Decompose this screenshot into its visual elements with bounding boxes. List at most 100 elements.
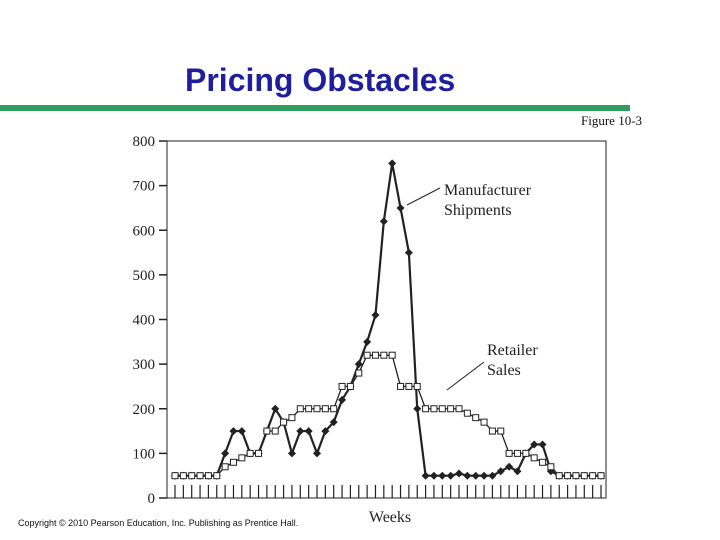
y-axis: 0 100 200 300 400 500 600 700 800 [133,134,167,507]
retailer-sales-point [539,458,547,466]
retailer-sales-point [455,405,463,413]
series-layer [171,159,605,480]
retailer-sales-point [380,351,388,359]
retailer-sales-point [188,472,196,480]
title-divider [0,105,630,111]
retailer-sales-point [589,472,597,480]
retailer-sales-point [488,427,496,435]
retailer-sales-point [255,449,263,457]
retailer-sales-point [305,405,313,413]
y-tick-label-400: 400 [133,313,156,329]
manufacturer-shipments-point [313,449,321,458]
retailer-sales-annotation-line: Retailer [487,342,538,359]
y-tick-label-500: 500 [133,268,156,284]
retailer-sales-point [288,414,296,422]
retailer-sales-point [405,382,413,390]
y-tick-label-100: 100 [133,446,156,462]
manufacturer-shipments-point [379,217,388,226]
retailer-sales-point [505,449,513,457]
manufacturer-shipments-annotation-line: Manufacturer [444,182,532,199]
retailer-sales-point [513,449,521,457]
retailer-sales-point [355,369,363,377]
retailer-sales-point [246,449,254,457]
manufacturer-shipments-point [421,471,430,480]
manufacturer-shipments-point [229,427,238,436]
retailer-sales-point [463,409,471,417]
manufacturer-shipments-point [463,471,472,480]
retailer-sales-point [597,472,605,480]
manufacturer-shipments-point [371,311,380,320]
retailer-sales-point [413,382,421,390]
manufacturer-shipments-point [321,427,330,436]
retailer-sales-point [338,382,346,390]
retailer-sales-point [204,472,212,480]
manufacturer-shipments-point [271,404,280,413]
manufacturer-shipments-point [505,462,514,471]
manufacturer-shipments-line [175,163,601,477]
manufacturer-shipments-point [530,440,539,449]
manufacturer-shipments-point [496,467,505,476]
retailer-sales-point [388,351,396,359]
manufacturer-shipments-annotation-leader [406,187,441,206]
retailer-sales-point [238,454,246,462]
slide-title: Pricing Obstacles [185,62,456,98]
y-tick-label-300: 300 [133,357,156,373]
retailer-sales-point [213,472,221,480]
retailer-sales-point [371,351,379,359]
manufacturer-shipments-point [513,467,522,476]
retailer-sales-point [196,472,204,480]
manufacturer-shipments-point [221,449,230,458]
manufacturer-shipments-point [388,159,397,168]
retailer-sales-point [321,405,329,413]
manufacturer-shipments-point [237,427,246,436]
retailer-sales-point [564,472,572,480]
retailer-sales-point [497,427,505,435]
manufacturer-shipments-point [446,471,455,480]
retailer-sales-point [430,405,438,413]
copyright-notice: Copyright © 2010 Pearson Education, Inc.… [18,518,299,528]
retailer-sales-line [175,354,601,477]
manufacturer-shipments-point [304,427,313,436]
manufacturer-shipments-point [338,395,347,404]
manufacturer-shipments-point [471,471,480,480]
annotation-layer: Manufacturer Shipments Retailer Sales [406,182,538,391]
retailer-sales-point [263,427,271,435]
y-tick-label-0: 0 [148,491,156,507]
manufacturer-shipments-point [404,248,413,257]
retailer-sales-point [397,382,405,390]
manufacturer-shipments-point [538,440,547,449]
retailer-sales-point [530,454,538,462]
retailer-sales-point [271,427,279,435]
retailer-sales-point [346,382,354,390]
manufacturer-shipments-point [287,449,296,458]
manufacturer-shipments-point [396,203,405,212]
retailer-sales-point [363,351,371,359]
retailer-sales-point [313,405,321,413]
y-tick-label-800: 800 [133,134,156,150]
retailer-sales-point [229,458,237,466]
y-tick-label-600: 600 [133,223,156,239]
retailer-sales-point [572,472,580,480]
retailer-sales-point [171,472,179,480]
retailer-sales-point [438,405,446,413]
retailer-sales-point [547,463,555,471]
retailer-sales-point [296,405,304,413]
manufacturer-shipments-point [363,337,372,346]
retailer-sales-point [179,472,187,480]
retailer-sales-annotation-line: Sales [487,362,521,379]
retailer-sales-point [447,405,455,413]
manufacturer-shipments-point [429,471,438,480]
retailer-sales-point [280,418,288,426]
retailer-sales-point [221,463,229,471]
retailer-sales-point [555,472,563,480]
retailer-sales-point [422,405,430,413]
y-tick-label-200: 200 [133,402,156,418]
retailer-sales-point [580,472,588,480]
retailer-sales-point [522,449,530,457]
retailer-sales-point [472,414,480,422]
manufacturer-shipments-point [455,469,463,478]
manufacturer-shipments-point [413,404,422,413]
manufacturer-shipments-point [354,360,363,369]
x-axis [174,485,602,498]
